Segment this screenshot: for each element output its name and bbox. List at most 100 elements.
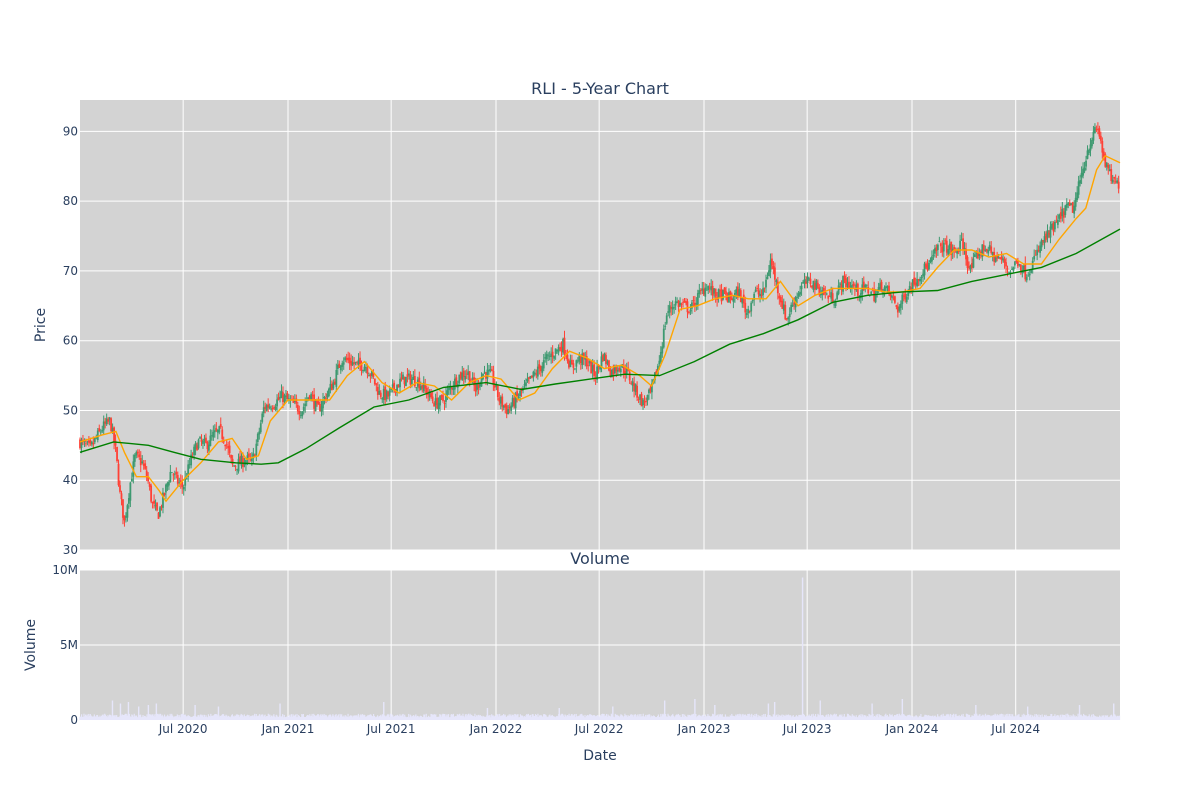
candle-body	[445, 393, 447, 402]
candle-body	[323, 397, 326, 399]
candle-body	[376, 386, 379, 395]
candle-body	[87, 440, 90, 443]
volume-bar	[933, 715, 936, 720]
candle-body	[879, 283, 881, 289]
volume-bar	[496, 714, 498, 720]
candle-body	[796, 296, 799, 298]
volume-bar	[768, 715, 770, 720]
volume-tick-label: 5M	[60, 638, 78, 652]
candle-body	[1015, 259, 1018, 262]
volume-bar	[628, 716, 630, 720]
volume-bar	[858, 714, 861, 720]
candle-body	[581, 353, 584, 366]
volume-bar	[510, 714, 512, 720]
candle-body	[904, 293, 907, 300]
candle-body	[1049, 226, 1052, 238]
volume-bar	[826, 714, 828, 720]
volume-bar	[703, 715, 705, 720]
volume-bar	[175, 716, 177, 720]
volume-bar	[1012, 716, 1015, 720]
volume-bar	[419, 716, 421, 720]
volume-bar	[281, 716, 283, 720]
volume-bar	[160, 716, 162, 720]
volume-bar	[309, 714, 311, 720]
price-axis-label: Price	[33, 308, 49, 342]
candle-body	[129, 482, 132, 501]
candle-body	[285, 395, 287, 398]
volume-bar	[388, 717, 391, 720]
candle-body	[957, 250, 960, 252]
candle-body	[233, 465, 235, 467]
volume-bar	[240, 713, 242, 720]
volume-bar	[277, 716, 279, 720]
volume-bar	[590, 714, 592, 720]
candle-body	[985, 248, 988, 252]
volume-bar	[791, 717, 793, 720]
volume-bar	[166, 715, 168, 720]
volume-bar	[124, 713, 127, 720]
volume-spike-bar	[383, 702, 385, 720]
volume-bar	[1114, 714, 1116, 720]
volume-bar	[889, 713, 891, 720]
candle-body	[138, 454, 141, 457]
candle-body	[144, 463, 147, 469]
volume-bar	[422, 716, 424, 720]
candle-body	[270, 408, 273, 410]
volume-bar	[408, 713, 410, 720]
candle-body	[877, 286, 880, 291]
volume-bar	[432, 714, 435, 720]
volume-bar	[609, 715, 611, 720]
candle-body	[356, 361, 358, 363]
volume-bar	[156, 713, 158, 720]
volume-bar	[599, 714, 601, 720]
candle-body	[649, 387, 652, 392]
candle-body	[449, 386, 452, 390]
volume-bar	[601, 713, 604, 720]
volume-bar	[818, 714, 820, 720]
volume-bar	[756, 717, 758, 720]
candle-body	[182, 487, 185, 490]
candle-body	[1002, 258, 1004, 261]
volume-bar	[561, 713, 563, 720]
volume-bar	[262, 716, 265, 720]
volume-bar	[720, 715, 723, 720]
volume-bar	[770, 716, 772, 720]
candle-body	[910, 287, 913, 292]
volume-bar	[159, 713, 161, 720]
candle-body	[659, 351, 662, 362]
candle-body	[922, 273, 924, 277]
volume-bar	[852, 715, 854, 720]
candle-body	[596, 366, 598, 380]
volume-bar	[771, 716, 774, 720]
volume-bar	[1055, 715, 1058, 720]
candle-body	[885, 286, 887, 289]
volume-bar	[128, 713, 131, 720]
volume-bar	[1063, 715, 1066, 720]
volume-bar	[1007, 713, 1009, 720]
candle-body	[1033, 256, 1036, 260]
volume-bar	[633, 716, 635, 720]
volume-bar	[498, 716, 500, 720]
volume-bar	[437, 716, 439, 720]
candle-body	[883, 287, 886, 292]
volume-bar	[188, 715, 190, 720]
candle-body	[1101, 140, 1104, 153]
volume-bar	[518, 717, 520, 720]
volume-bar	[834, 713, 836, 720]
candle-body	[372, 372, 375, 377]
volume-bar	[755, 716, 757, 720]
candle-body	[790, 304, 793, 312]
candle-body	[803, 279, 806, 284]
volume-bar	[530, 714, 532, 720]
candle-body	[545, 354, 548, 360]
volume-bar	[342, 716, 344, 720]
volume-bar	[526, 714, 529, 720]
volume-bar	[1080, 714, 1082, 720]
candle-body	[587, 364, 590, 366]
candle-body	[916, 279, 919, 287]
volume-bar	[101, 714, 103, 720]
candle-body	[1016, 260, 1019, 267]
volume-bar	[183, 714, 186, 720]
volume-bar	[1091, 717, 1094, 720]
volume-bar	[681, 714, 683, 720]
